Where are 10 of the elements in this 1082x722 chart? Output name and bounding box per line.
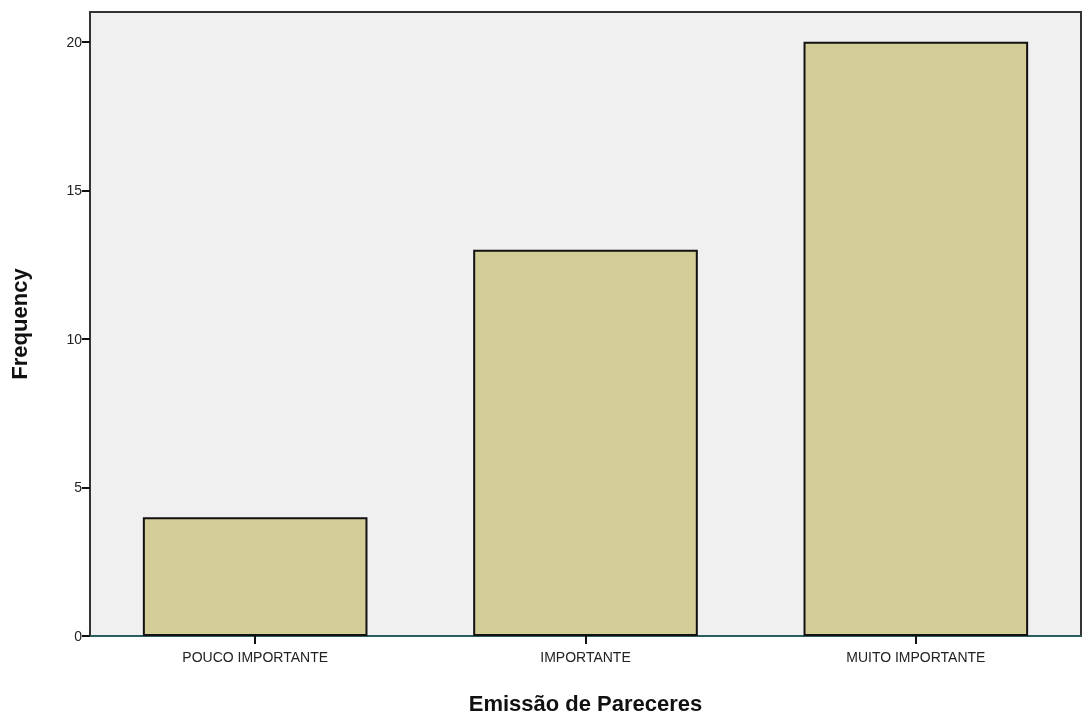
y-axis-title: Frequency <box>6 267 32 380</box>
y-tick-label: 10 <box>66 330 83 347</box>
x-tick-label: IMPORTANTE <box>540 649 631 665</box>
y-tick-label: 15 <box>66 182 83 199</box>
x-tick-label: POUCO IMPORTANTE <box>182 649 329 665</box>
y-tick-label: 20 <box>66 33 83 50</box>
y-tick-label: 0 <box>74 628 83 644</box>
x-tick-label: MUITO IMPORTANTE <box>846 649 986 665</box>
x-axis-title: Emissão de Pareceres <box>468 690 703 716</box>
y-tick-label: 5 <box>74 479 83 496</box>
